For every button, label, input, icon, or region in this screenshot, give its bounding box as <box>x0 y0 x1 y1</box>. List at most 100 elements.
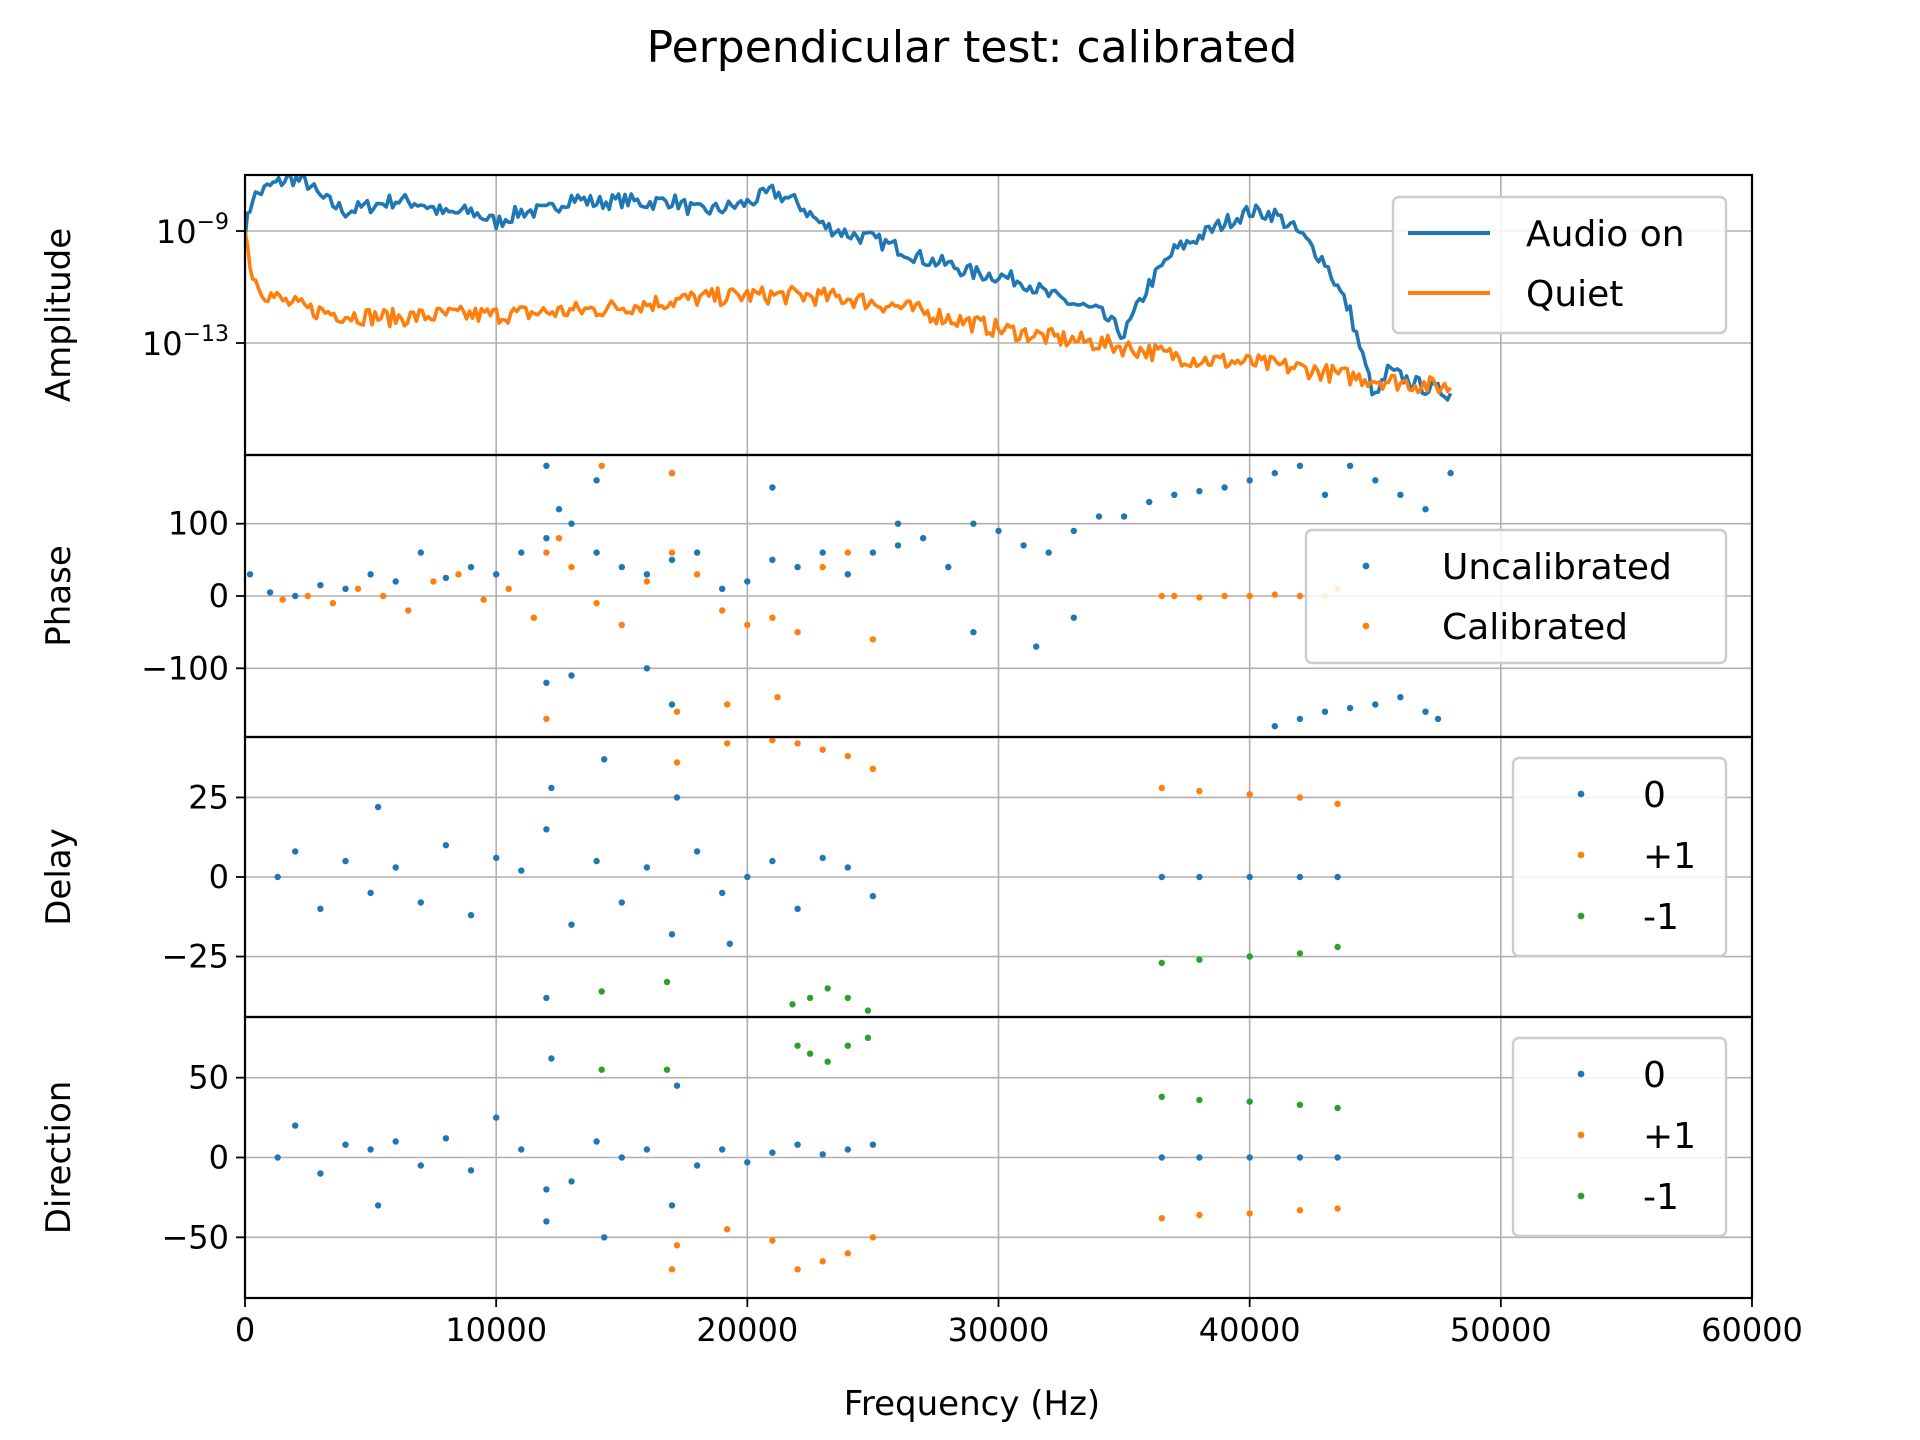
y-tick-label: 0 <box>209 1139 229 1177</box>
data-point <box>274 1154 281 1161</box>
data-point <box>317 1170 324 1177</box>
data-point <box>467 563 475 571</box>
data-point <box>329 600 337 607</box>
data-point <box>543 994 550 1002</box>
data-point <box>794 1266 801 1273</box>
data-point <box>367 1146 374 1153</box>
legend-swatch <box>1577 1131 1585 1139</box>
data-point <box>894 520 902 527</box>
data-point <box>1045 549 1052 556</box>
data-point <box>643 864 651 871</box>
data-point <box>769 1237 776 1244</box>
y-tick-label: 50 <box>188 1059 229 1097</box>
data-point <box>1447 469 1454 477</box>
data-point <box>719 1146 726 1153</box>
data-point <box>769 484 776 491</box>
data-point <box>1095 513 1103 520</box>
y-tick-label: 0 <box>209 577 229 615</box>
data-point <box>1334 1104 1341 1112</box>
data-point <box>844 549 851 556</box>
data-point <box>668 931 676 938</box>
data-point <box>744 621 751 629</box>
data-point <box>1070 527 1078 535</box>
axes-frame <box>243 1015 1754 1300</box>
data-point <box>819 1151 826 1158</box>
data-point <box>442 574 450 582</box>
data-point <box>455 571 462 578</box>
data-point <box>673 1082 681 1089</box>
data-point <box>769 737 776 744</box>
data-point <box>806 1050 814 1057</box>
data-point <box>1397 694 1404 701</box>
data-point <box>543 715 550 723</box>
data-point <box>593 857 600 865</box>
data-point <box>518 867 525 874</box>
data-point <box>354 585 362 592</box>
data-point <box>1020 542 1027 549</box>
data-point <box>493 854 500 862</box>
data-point <box>1271 469 1279 477</box>
data-point <box>1296 592 1304 600</box>
data-point <box>794 563 801 571</box>
data-point <box>693 1162 701 1169</box>
data-point <box>995 527 1002 535</box>
data-point <box>819 563 826 571</box>
data-point <box>1246 1098 1253 1105</box>
data-point <box>1296 462 1304 469</box>
data-point <box>467 912 475 919</box>
x-tick-label: 10000 <box>445 1311 547 1349</box>
data-point <box>1397 491 1404 498</box>
data-point <box>668 469 676 477</box>
data-point <box>543 1218 550 1225</box>
data-point <box>1334 943 1341 951</box>
plot-area-delay <box>274 737 1341 1014</box>
data-point <box>1146 498 1153 506</box>
data-point <box>1321 491 1329 498</box>
data-point <box>844 571 851 578</box>
data-point <box>367 571 374 578</box>
data-point <box>1334 1154 1341 1161</box>
data-point <box>869 636 877 643</box>
data-point <box>869 1234 877 1241</box>
data-point <box>598 462 605 469</box>
x-tick-label: 60000 <box>1701 1311 1803 1349</box>
data-point <box>794 1141 801 1148</box>
data-point <box>593 549 600 556</box>
data-point <box>548 1055 555 1062</box>
data-point <box>417 899 424 906</box>
data-point <box>673 794 681 801</box>
legend-direction: 0 +1 -1 <box>1511 1036 1728 1238</box>
data-point <box>505 585 512 592</box>
y-tick-label: −25 <box>161 938 229 976</box>
data-point <box>1346 704 1354 712</box>
data-point <box>1246 1154 1253 1161</box>
data-point <box>724 701 731 708</box>
y-tick-label: 10−9 <box>156 210 229 251</box>
data-point <box>864 1007 872 1014</box>
data-point <box>555 506 563 513</box>
data-point <box>1346 462 1354 469</box>
legend-label: -1 <box>1643 1177 1679 1218</box>
data-point <box>292 1122 299 1129</box>
data-point <box>379 592 387 600</box>
data-point <box>367 889 374 897</box>
data-point <box>518 1146 525 1153</box>
series-line-audio-on <box>245 175 1453 402</box>
chart-title: Perpendicular test: calibrated <box>647 22 1298 73</box>
data-point <box>1296 1154 1304 1161</box>
data-point <box>1196 1211 1203 1219</box>
data-point <box>417 549 424 556</box>
data-point <box>618 621 625 629</box>
data-point <box>593 1138 600 1145</box>
data-point <box>568 563 575 571</box>
data-point <box>819 1258 826 1265</box>
data-point <box>593 477 600 484</box>
data-point <box>869 765 877 772</box>
data-point <box>769 857 776 865</box>
data-point <box>769 556 776 563</box>
data-point <box>618 563 625 571</box>
data-point <box>493 1114 500 1121</box>
legend-swatch <box>1362 622 1370 630</box>
